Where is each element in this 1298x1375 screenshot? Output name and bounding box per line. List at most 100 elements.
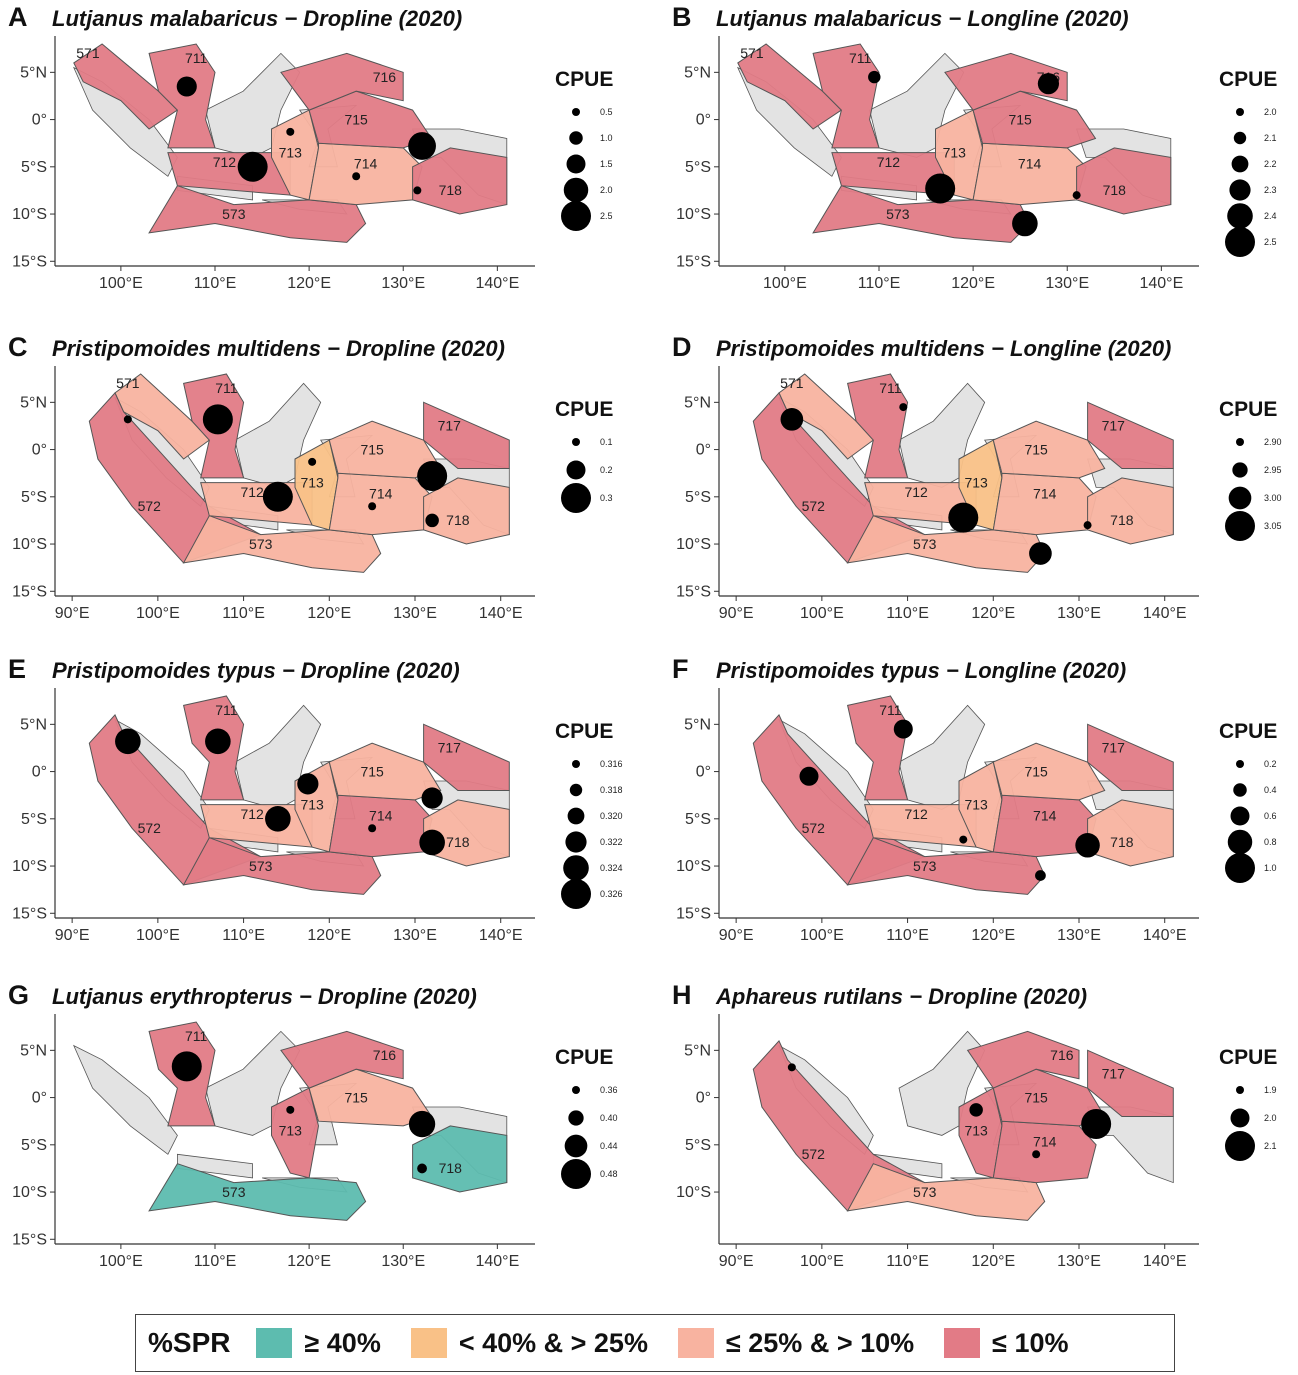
cpue-legend-dot [561,201,591,231]
panel-title: Lutjanus malabaricus − Longline (2020) [716,6,1129,32]
fma-zone-714 [972,142,1087,206]
y-tick-label: 5°N [20,716,47,733]
cpue-legend-dot [1232,462,1248,478]
zone-label-714: 714 [369,486,393,502]
panel-title: Pristipomoides multidens − Longline (202… [716,336,1171,362]
fma-zone-573 [846,837,1046,895]
map-plot: 571 573 711 712 713 714 715 716 718 100°E 110°E 120… [12,36,535,292]
zone-label-572: 572 [802,1146,826,1162]
cpue-point [899,403,908,412]
cpue-point [1037,73,1060,95]
fma-zone-717 [1087,723,1174,791]
cpue-point [202,404,233,435]
zone-label-715: 715 [1024,1089,1048,1105]
cpue-point [419,829,445,856]
title-separator: − [292,984,318,1009]
y-tick-label: 0° [696,764,711,781]
y-tick-label: 10°S [12,858,47,875]
cpue-legend-dot [563,855,589,881]
cpue-point [1035,870,1046,881]
cpue-legend: 1.9 2.0 2.1 [1225,1085,1277,1161]
title-separator: − [903,984,929,1009]
zone-label-717: 717 [1102,418,1126,434]
map-plot: 572 573 713 714 715 716 717 90°E 100°E 110°E 120°E… [676,1014,1199,1270]
cpue-legend: 0.36 0.40 0.44 0.48 [561,1085,618,1189]
y-tick-label: 5°N [20,1042,47,1059]
cpue-legend-label: 0.324 [600,863,623,873]
x-tick-label: 130°E [381,1253,425,1270]
zone-label-715: 715 [1008,111,1032,127]
map-panel-a: A Lutjanus malabaricus − Dropline (2020) 5… [0,0,640,320]
zone-label-711: 711 [879,380,902,396]
zone-label-715: 715 [344,1089,368,1105]
fma-zone-714 [328,472,433,536]
cpue-point [959,835,968,844]
x-tick-label: 100°E [800,605,844,622]
x-tick-label: 90°E [719,605,754,622]
fma-zone-714 [992,1120,1097,1184]
zone-label-716: 716 [373,69,397,85]
zone-label-712: 712 [213,154,237,170]
cpue-point [1081,1109,1112,1140]
land-mass [72,1044,178,1155]
zone-label-712: 712 [904,484,928,500]
map-panel-f: F Pristipomoides typus − Longline (2020) 5… [664,652,1298,972]
zone-label-715: 715 [344,111,368,127]
legend-title: %SPR [148,1327,231,1358]
cpue-point [171,1051,202,1082]
cpue-point [286,1105,295,1114]
cpue-point [421,787,443,809]
zone-label-716: 716 [1050,1047,1074,1063]
cpue-point [237,151,268,182]
cpue-legend-dot [569,783,583,797]
y-tick-label: 5°S [685,489,711,506]
panel-letter: H [672,980,692,1010]
cpue-legend-dot [1236,108,1244,116]
cpue-legend-label: 0.36 [600,1085,618,1095]
legend-item-le40: < 40% & > 25% [410,1328,648,1359]
cpue-legend-dot [1227,203,1253,229]
y-tick-label: 15°S [676,253,711,270]
zone-label-714: 714 [1033,808,1057,824]
fma-zone-718 [1087,477,1174,545]
x-tick-label: 140°E [1143,1253,1187,1270]
gear-type: Dropline (2020) [928,984,1088,1009]
map-plot: 573 711 713 715 716 718 100°E 110°E 120°E 130°E 14… [12,1014,535,1270]
y-tick-label: 5°S [685,159,711,176]
y-tick-label: 15°S [12,1231,47,1248]
cpue-legend-dot [566,154,586,174]
fma-zone-714 [328,794,433,858]
zone-label-711: 711 [879,702,902,718]
fma-zone-716 [966,1030,1080,1089]
fma-zone-718 [423,477,510,545]
map-plot: 571 572 573 711 712 713 714 715 717 718 90°E 100°E 1… [12,366,535,622]
panel-letter: F [672,654,689,684]
x-tick-label: 100°E [99,275,143,292]
zone-label-712: 712 [904,806,928,822]
x-tick-label: 120°E [951,275,995,292]
cpue-legend-label: 0.316 [600,759,623,769]
cpue-point [408,1110,436,1138]
zone-label-716: 716 [373,1047,397,1063]
x-tick-label: 140°E [1143,605,1187,622]
y-tick-label: 10°S [12,206,47,223]
y-tick-label: 0° [32,112,47,129]
gear-type: Dropline (2020) [300,658,460,683]
gear-type: Dropline (2020) [317,984,477,1009]
fma-zone-718 [1076,147,1172,215]
y-tick-label: 5°N [684,394,711,411]
zone-label-713: 713 [279,144,303,160]
cpue-point [115,728,141,755]
cpue-point [780,408,804,431]
y-tick-label: 0° [696,1090,711,1107]
panel-letter: A [8,2,28,32]
legend-item-le25: ≤ 25% & > 10% [677,1328,914,1359]
cpue-legend-dot [564,1134,588,1158]
panel-title: Lutjanus erythropterus − Dropline (2020) [52,984,477,1010]
y-tick-label: 0° [696,112,711,129]
panel-letter: B [672,2,692,32]
cpue-legend-dot [568,1110,584,1126]
x-tick-label: 130°E [393,605,437,622]
cpue-point [297,773,319,795]
cpue-legend: 2.0 2.1 2.2 2.3 2.4 2.5 [1225,107,1277,257]
